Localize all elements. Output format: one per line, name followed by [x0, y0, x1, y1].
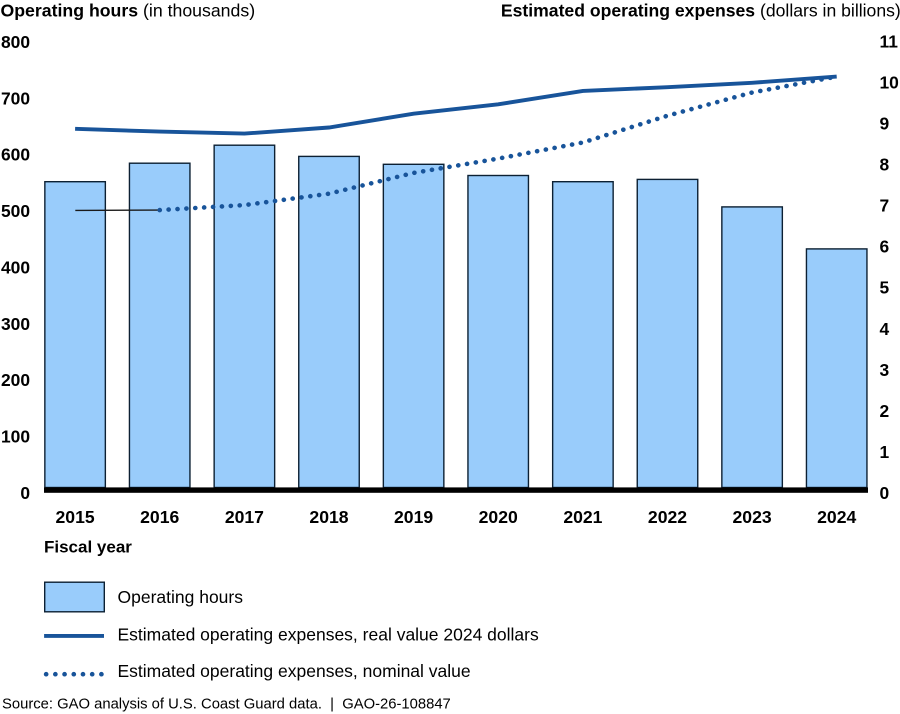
- svg-text:Operating hours: Operating hours: [118, 587, 244, 607]
- svg-text:2: 2: [880, 401, 890, 421]
- svg-text:300: 300: [1, 314, 30, 334]
- svg-text:4: 4: [880, 319, 890, 339]
- svg-text:100: 100: [1, 427, 30, 447]
- svg-text:1: 1: [880, 442, 890, 462]
- svg-text:2017: 2017: [225, 507, 264, 527]
- svg-text:400: 400: [1, 257, 30, 277]
- svg-text:10: 10: [880, 73, 899, 93]
- svg-text:3: 3: [880, 360, 890, 380]
- svg-text:2016: 2016: [140, 507, 179, 527]
- svg-text:Estimated operating expenses (: Estimated operating expenses (dollars in…: [501, 1, 900, 21]
- svg-text:600: 600: [1, 145, 30, 165]
- svg-text:800: 800: [1, 32, 30, 52]
- svg-text:Estimated operating expenses,: Estimated operating expenses, nominal va…: [118, 661, 471, 681]
- svg-text:2015: 2015: [56, 507, 95, 527]
- svg-text:Operating hours (in thousands): Operating hours (in thousands): [1, 1, 256, 21]
- svg-text:5: 5: [880, 278, 890, 298]
- svg-text:500: 500: [1, 201, 30, 221]
- svg-text:Source: GAO analysis of U.S. C: Source: GAO analysis of U.S. Coast Guard…: [2, 697, 451, 713]
- svg-text:2022: 2022: [648, 507, 687, 527]
- svg-text:2021: 2021: [563, 507, 602, 527]
- svg-text:0: 0: [880, 483, 890, 503]
- svg-text:2018: 2018: [309, 507, 348, 527]
- svg-text:Estimated operating expenses,: Estimated operating expenses, real value…: [118, 625, 539, 645]
- svg-text:2024: 2024: [817, 507, 856, 527]
- svg-text:2020: 2020: [479, 507, 518, 527]
- svg-text:700: 700: [1, 88, 30, 108]
- svg-text:2023: 2023: [733, 507, 772, 527]
- svg-text:9: 9: [880, 114, 890, 134]
- svg-text:8: 8: [880, 155, 890, 175]
- svg-text:7: 7: [880, 196, 890, 216]
- svg-text:Fiscal year: Fiscal year: [44, 537, 132, 556]
- svg-text:11: 11: [880, 31, 899, 51]
- svg-text:200: 200: [1, 370, 30, 390]
- svg-text:6: 6: [880, 237, 890, 257]
- svg-text:0: 0: [20, 483, 30, 503]
- svg-text:2019: 2019: [394, 507, 433, 527]
